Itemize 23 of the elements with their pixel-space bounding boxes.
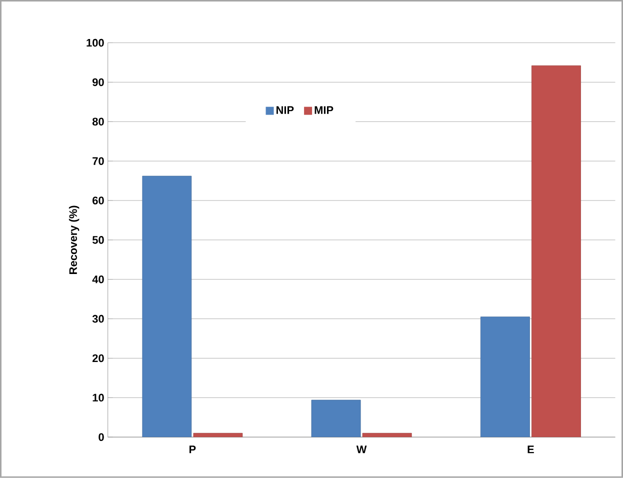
bar xyxy=(193,433,243,438)
y-tick-label: 50 xyxy=(92,236,104,244)
legend-label: MIP xyxy=(314,106,334,114)
bar xyxy=(480,316,530,438)
x-tick-label: P xyxy=(189,446,196,454)
legend-label: NIP xyxy=(276,106,294,114)
y-axis-title: Recovery (%) xyxy=(68,206,80,274)
bar xyxy=(362,433,412,438)
y-tick-label: 40 xyxy=(92,276,104,284)
y-tick-label: 60 xyxy=(92,196,104,204)
bar xyxy=(531,66,581,438)
bar xyxy=(142,176,192,438)
y-tick-label: 80 xyxy=(92,118,104,126)
bar xyxy=(311,400,361,438)
y-tick-label: 0 xyxy=(98,433,104,442)
x-tick-label: W xyxy=(356,446,367,454)
y-tick-label: 20 xyxy=(92,354,104,362)
y-tick-label: 10 xyxy=(92,394,104,402)
y-tick-label: 30 xyxy=(92,314,104,323)
y-tick-label: 70 xyxy=(92,157,104,166)
y-tick-label: 90 xyxy=(92,78,104,86)
x-tick-label: E xyxy=(528,446,534,454)
y-tick-label: 100 xyxy=(86,38,104,47)
